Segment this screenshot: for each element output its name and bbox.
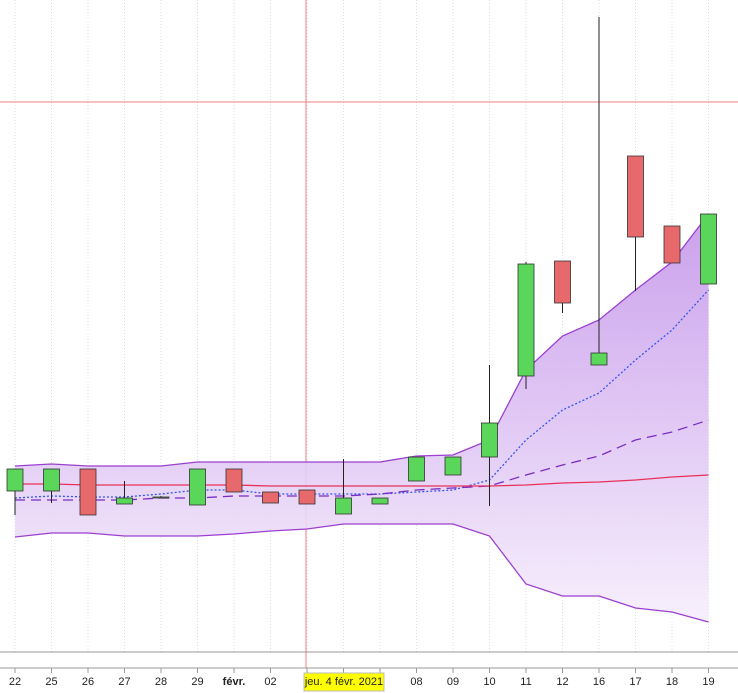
x-tick-label: 26 (82, 676, 94, 688)
x-tick-label: 08 (410, 676, 422, 688)
candle-body (408, 456, 425, 482)
x-axis: 22 25 26 27 28 29 févr. 02 08 09 10 11 12 16 17 18 19 (9, 668, 715, 688)
band-area (15, 214, 709, 622)
x-tick-label: 18 (666, 676, 678, 688)
candle-body (116, 497, 133, 505)
candle-body (371, 497, 389, 505)
candle-body (79, 468, 97, 516)
candle-body (335, 497, 352, 515)
x-tick-label: 22 (9, 676, 21, 688)
x-tick-label: 10 (483, 676, 495, 688)
x-tick-label: 28 (155, 676, 167, 688)
candle-body (627, 155, 644, 238)
plot (6, 17, 717, 623)
candle-body (700, 213, 717, 285)
candle-body (262, 491, 279, 504)
x-tick-label: 27 (118, 676, 130, 688)
candle-body (225, 468, 243, 493)
crosshair-label: jeu. 4 févr. 2021 (304, 676, 383, 688)
x-tick-label: 02 (264, 676, 276, 688)
candle-body (298, 489, 316, 505)
band-lower (14, 523, 709, 623)
candle-body (590, 352, 608, 366)
crosshair-label-box (303, 672, 385, 692)
candle-body (189, 468, 206, 506)
candle-body (481, 422, 498, 458)
candle-body (43, 468, 60, 492)
x-tick-label: 12 (556, 676, 568, 688)
x-tick-label: févr. (223, 676, 246, 688)
x-tick-label: 16 (593, 676, 605, 688)
x-tick-label: 17 (629, 676, 641, 688)
candle-body (517, 263, 535, 377)
x-tick-label: 29 (191, 676, 203, 688)
overlay-line (15, 474, 709, 487)
x-tick-label: 19 (702, 676, 714, 688)
x-tick-label: 25 (45, 676, 57, 688)
candle-body (6, 468, 24, 492)
x-tick-label: 09 (447, 676, 459, 688)
candle-body (152, 496, 170, 499)
candle-body (554, 260, 571, 304)
candle-body (663, 225, 681, 264)
band-upper (14, 213, 710, 467)
candle-body (444, 456, 462, 476)
x-tick-label: 11 (520, 676, 531, 688)
